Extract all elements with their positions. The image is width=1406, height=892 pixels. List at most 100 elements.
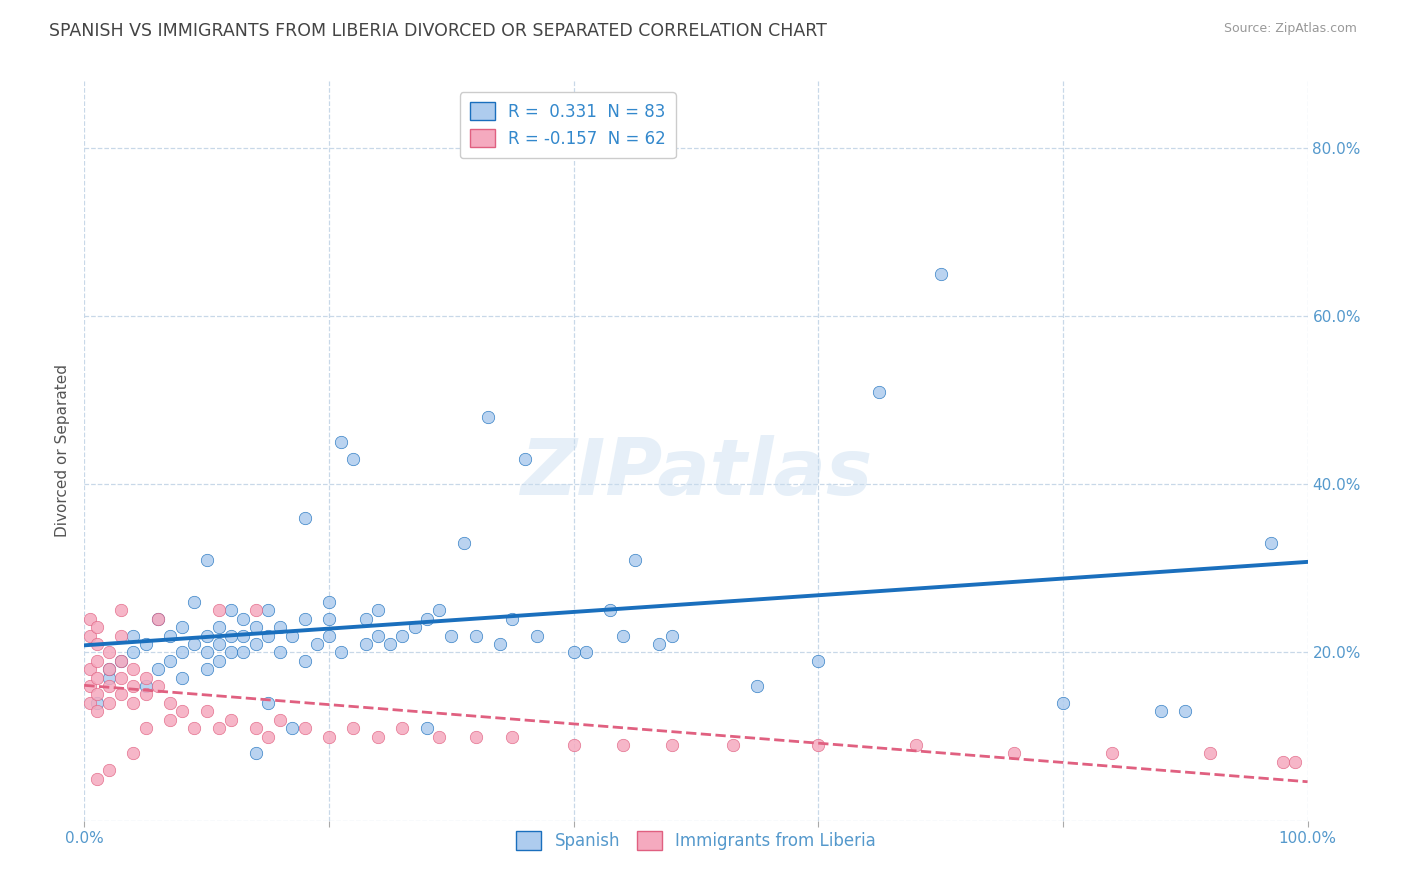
Point xyxy=(195,662,218,676)
Point xyxy=(905,738,928,752)
Point xyxy=(318,595,340,609)
Point xyxy=(330,435,353,450)
Point xyxy=(929,267,952,281)
Point xyxy=(427,730,450,744)
Point xyxy=(97,763,120,777)
Point xyxy=(110,654,132,668)
Point xyxy=(110,688,132,702)
Point xyxy=(869,384,891,399)
Point xyxy=(612,738,634,752)
Point xyxy=(86,654,108,668)
Point xyxy=(122,662,145,676)
Point xyxy=(208,654,231,668)
Point xyxy=(269,620,291,634)
Point xyxy=(747,679,769,693)
Point xyxy=(367,628,389,642)
Point xyxy=(661,628,683,642)
Point xyxy=(146,662,169,676)
Point xyxy=(807,654,830,668)
Point xyxy=(97,671,120,685)
Point xyxy=(404,620,426,634)
Point xyxy=(599,603,621,617)
Point xyxy=(562,645,585,659)
Point xyxy=(721,738,744,752)
Point xyxy=(612,628,634,642)
Point xyxy=(172,645,194,659)
Point xyxy=(86,696,108,710)
Point xyxy=(380,637,402,651)
Point xyxy=(159,654,181,668)
Point xyxy=(86,620,108,634)
Point xyxy=(281,721,304,735)
Point xyxy=(648,637,671,651)
Point xyxy=(86,671,108,685)
Point xyxy=(1260,536,1282,550)
Point xyxy=(195,628,218,642)
Point xyxy=(183,637,205,651)
Point xyxy=(232,612,254,626)
Point xyxy=(195,645,218,659)
Point xyxy=(208,603,231,617)
Point xyxy=(367,730,389,744)
Point xyxy=(281,628,304,642)
Point xyxy=(294,721,316,735)
Point xyxy=(1052,696,1074,710)
Legend: Spanish, Immigrants from Liberia: Spanish, Immigrants from Liberia xyxy=(509,825,883,856)
Point xyxy=(110,671,132,685)
Point xyxy=(97,696,120,710)
Point xyxy=(342,451,364,466)
Point xyxy=(294,612,316,626)
Point xyxy=(416,612,439,626)
Point xyxy=(79,696,101,710)
Point xyxy=(97,662,120,676)
Point xyxy=(183,595,205,609)
Point xyxy=(257,730,280,744)
Point xyxy=(122,645,145,659)
Point xyxy=(427,603,450,617)
Point xyxy=(464,730,486,744)
Point xyxy=(208,721,231,735)
Point xyxy=(477,409,499,424)
Point xyxy=(208,620,231,634)
Point xyxy=(562,738,585,752)
Point xyxy=(624,553,647,567)
Point xyxy=(172,671,194,685)
Point xyxy=(86,704,108,718)
Point xyxy=(318,612,340,626)
Point xyxy=(1150,704,1173,718)
Point xyxy=(110,654,132,668)
Point xyxy=(146,612,169,626)
Y-axis label: Divorced or Separated: Divorced or Separated xyxy=(55,364,70,537)
Point xyxy=(342,721,364,735)
Point xyxy=(79,679,101,693)
Point xyxy=(391,721,413,735)
Point xyxy=(219,713,242,727)
Point xyxy=(86,688,108,702)
Point xyxy=(257,603,280,617)
Point xyxy=(122,747,145,761)
Point xyxy=(526,628,548,642)
Point xyxy=(219,603,242,617)
Point xyxy=(453,536,475,550)
Point xyxy=(219,628,242,642)
Text: ZIPatlas: ZIPatlas xyxy=(520,434,872,511)
Point xyxy=(172,704,194,718)
Point xyxy=(79,628,101,642)
Point xyxy=(97,645,120,659)
Point xyxy=(135,637,157,651)
Point xyxy=(245,637,267,651)
Point xyxy=(416,721,439,735)
Point xyxy=(208,637,231,651)
Point xyxy=(122,696,145,710)
Point xyxy=(146,679,169,693)
Point xyxy=(1101,747,1123,761)
Point xyxy=(232,628,254,642)
Point xyxy=(146,612,169,626)
Point xyxy=(257,628,280,642)
Point xyxy=(110,603,132,617)
Point xyxy=(159,628,181,642)
Point xyxy=(232,645,254,659)
Point xyxy=(135,688,157,702)
Point xyxy=(219,645,242,659)
Point xyxy=(86,772,108,786)
